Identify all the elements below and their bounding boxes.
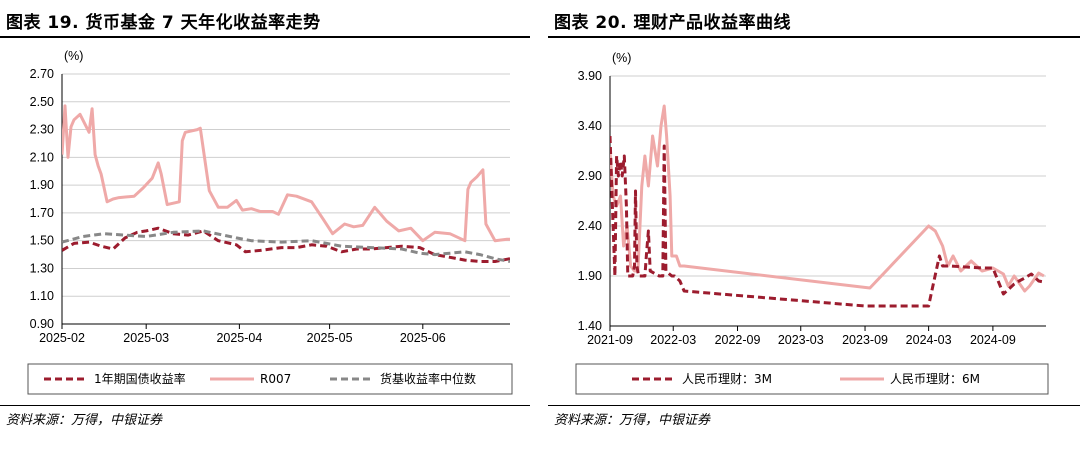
left-x-tick-label: 2025-06 [400, 331, 446, 345]
right-legend-label-1: 人民币理财：3M [682, 372, 772, 386]
right-chart-panel: 图表 20. 理财产品收益率曲线 (%) 1.40 1.90 2.40 2.90 3.40… [548, 0, 1080, 460]
left-y-tick-label: 2.10 [30, 150, 54, 164]
right-x-tick-label: 2022-09 [715, 333, 761, 347]
left-legend-label-2: R007 [260, 372, 291, 386]
left-x-tick-label: 2025-04 [216, 331, 262, 345]
left-series-line-1 [62, 226, 510, 263]
left-y-tick-label: 2.30 [30, 123, 54, 137]
right-series-line-2 [610, 104, 1045, 293]
right-series-line-1 [610, 135, 1045, 308]
left-legend-box [27, 363, 513, 395]
left-y-tick-label: 1.10 [30, 289, 54, 303]
right-y-tick-label: 2.90 [578, 169, 602, 183]
left-y-tick-label: 2.50 [30, 95, 54, 109]
left-y-tick-label: 1.30 [30, 261, 54, 275]
right-title-rule [548, 36, 1080, 38]
left-y-unit-label: (%) [64, 49, 83, 63]
left-chart-svg: (%) 0.90 1.10 1.30 1.50 1.70 1.90 2.10 2.30 2.50 2… [27, 49, 513, 395]
left-legend-label-1: 1年期国债收益率 [94, 371, 186, 386]
left-legend-label-3: 货基收益率中位数 [380, 371, 476, 386]
right-legend-label-2: 人民币理财：6M [890, 372, 980, 386]
right-x-tick-label: 2023-03 [778, 333, 824, 347]
left-title-rule [0, 36, 530, 38]
left-x-tick-label: 2025-03 [123, 331, 169, 345]
left-y-tick-label: 0.90 [30, 317, 54, 331]
right-y-tick-label: 3.90 [578, 69, 602, 83]
left-x-tick-label: 2025-02 [39, 331, 85, 345]
right-y-unit-label: (%) [612, 51, 631, 65]
left-series-line-3 [62, 229, 510, 263]
right-x-tick-label: 2023-09 [842, 333, 888, 347]
right-y-tick-label: 1.40 [578, 319, 602, 333]
right-x-tick-label: 2024-03 [906, 333, 952, 347]
right-x-tick-label: 2024-09 [970, 333, 1016, 347]
right-source-rule [548, 405, 1080, 406]
left-y-tick-label: 1.90 [30, 178, 54, 192]
left-y-tick-label: 2.70 [30, 67, 54, 81]
right-x-tick-label: 2021-09 [587, 333, 633, 347]
left-chart-panel: 图表 19. 货币基金 7 天年化收益率走势 (%) 0.90 1.10 1.30 1.… [0, 0, 530, 460]
left-chart-title: 图表 19. 货币基金 7 天年化收益率走势 [6, 13, 321, 33]
right-chart-svg: (%) 1.40 1.90 2.40 2.90 3.40 3.90 2021-09 2022-0… [575, 51, 1049, 395]
right-y-tick-label: 2.40 [578, 219, 602, 233]
right-chart-source: 资料来源：万得，中银证券 [554, 413, 711, 428]
left-y-tick-label: 1.50 [30, 234, 54, 248]
left-x-tick-label: 2025-05 [307, 331, 353, 345]
left-source-rule [0, 405, 530, 406]
right-y-tick-label: 1.90 [578, 269, 602, 283]
right-chart-title: 图表 20. 理财产品收益率曲线 [554, 13, 791, 33]
right-x-tick-label: 2022-03 [650, 333, 696, 347]
left-y-tick-label: 1.70 [30, 206, 54, 220]
left-chart-source: 资料来源：万得，中银证券 [6, 413, 163, 428]
right-y-tick-label: 3.40 [578, 119, 602, 133]
left-series-line-2 [62, 104, 510, 243]
